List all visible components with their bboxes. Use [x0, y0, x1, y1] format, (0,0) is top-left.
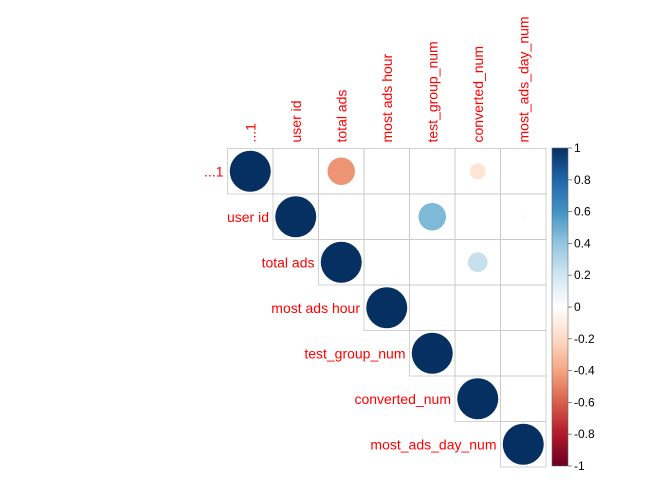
- column-label: test_group_num: [424, 41, 440, 142]
- correlation-circle: [467, 252, 488, 273]
- colorbar-tick-label: -0.4: [574, 364, 595, 378]
- column-label: ...1: [242, 123, 258, 143]
- colorbar-tick-label: 0.8: [574, 173, 591, 187]
- correlation-circle: [469, 163, 486, 180]
- correlation-circle: [293, 169, 298, 174]
- colorbar-tick-label: -0.8: [574, 427, 595, 441]
- grid-cell: [500, 239, 547, 286]
- row-label: test_group_num: [304, 345, 405, 361]
- correlation-circle: [418, 202, 447, 231]
- correlation-circle: [475, 305, 480, 310]
- colorbar-tick-label: -1: [574, 459, 585, 473]
- row-labels: ...1 user id total ads most ads hour test_gr…: [204, 163, 496, 452]
- column-label: user id: [288, 100, 304, 142]
- grid-cell: [500, 148, 547, 195]
- colorbar-tick-label: 0.2: [574, 268, 591, 282]
- row-label: most ads hour: [271, 300, 360, 316]
- grid-cell: [409, 239, 456, 286]
- colorbar-tick-label: -0.2: [574, 332, 595, 346]
- colorbar: 1 0.8 0.6 0.4 0.2 0 -0.2 -0.4 -0.6 -0.8 -1: [551, 141, 595, 473]
- row-label: user id: [227, 209, 269, 225]
- grid-cell: [318, 193, 365, 240]
- colorbar-tick-label: 0.6: [574, 205, 591, 219]
- column-label: total ads: [333, 90, 349, 143]
- grid-cell: [363, 148, 410, 195]
- column-label: most ads hour: [379, 53, 395, 142]
- correlation-circle: [502, 423, 544, 465]
- column-labels: ...1 user id total ads most ads hour test_gr…: [242, 16, 531, 142]
- correlation-circle: [275, 196, 317, 238]
- column-label: most_ads_day_num: [515, 16, 531, 142]
- row-label: converted_num: [354, 391, 451, 407]
- correlation-circle: [384, 214, 389, 219]
- grid-cell: [500, 330, 547, 377]
- correlation-circle: [320, 241, 362, 283]
- colorbar-tick-label: 0.4: [574, 236, 591, 250]
- row-label: most_ads_day_num: [370, 436, 496, 452]
- colorbar-ticks: 1 0.8 0.6 0.4 0.2 0 -0.2 -0.4 -0.6 -0.8 -1: [568, 141, 595, 473]
- colorbar-tick-label: -0.6: [574, 395, 595, 409]
- correlation-circle: [457, 378, 499, 420]
- row-label: total ads: [262, 254, 315, 270]
- correlation-circle: [520, 213, 527, 220]
- colorbar-tick-label: 0: [574, 300, 581, 314]
- grid-cell: [409, 148, 456, 195]
- row-label: ...1: [204, 163, 224, 179]
- correlation-circle: [327, 157, 356, 186]
- grid-cells: [227, 148, 547, 468]
- colorbar-gradient: [551, 147, 569, 467]
- grid-cell: [409, 284, 456, 331]
- column-label: converted_num: [470, 46, 486, 143]
- correlation-circle: [411, 332, 453, 374]
- colorbar-tick-label: 1: [574, 141, 581, 155]
- grid-cell: [454, 330, 501, 377]
- correlation-circle: [366, 287, 408, 329]
- correlation-circles: [229, 150, 544, 465]
- grid-cell: [500, 284, 547, 331]
- correlation-circle: [229, 150, 271, 192]
- grid-cell: [454, 193, 501, 240]
- grid-cell: [500, 421, 547, 468]
- grid-cell: [363, 239, 410, 286]
- correlation-circle: [521, 396, 526, 401]
